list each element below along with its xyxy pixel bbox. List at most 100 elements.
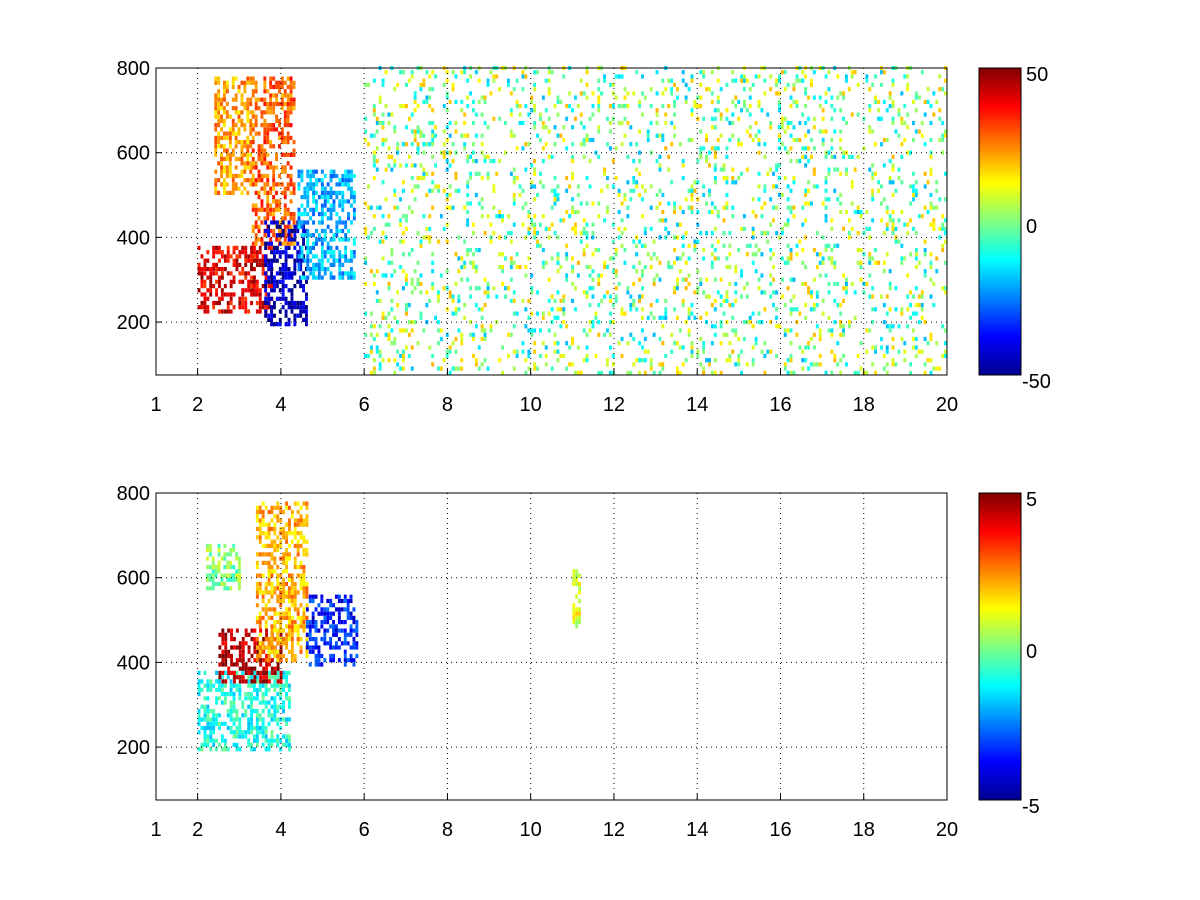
heatmap-cell — [725, 290, 729, 295]
heatmap-cell — [492, 116, 496, 121]
heatmap-cell — [466, 154, 470, 159]
heatmap-cell — [344, 245, 348, 250]
heatmap-cell — [880, 345, 883, 350]
heatmap-cell — [223, 106, 226, 111]
heatmap-cell — [232, 565, 236, 570]
heatmap-cell — [231, 182, 235, 187]
heatmap-cell — [214, 110, 218, 115]
heatmap-cell — [305, 637, 309, 642]
heatmap-cell — [681, 209, 685, 215]
heatmap-cell — [664, 307, 668, 312]
heatmap-cell — [839, 171, 843, 176]
heatmap-cell — [944, 349, 947, 354]
heatmap-cell — [338, 216, 342, 221]
heatmap-cell — [708, 362, 711, 367]
heatmap-cell — [396, 146, 400, 151]
heatmap-cell — [230, 670, 233, 675]
heatmap-cell — [267, 275, 271, 280]
heatmap-cell — [885, 294, 889, 299]
heatmap-cell — [705, 133, 708, 138]
heatmap-cell — [390, 341, 394, 346]
heatmap-cell — [859, 341, 863, 346]
heatmap-cell — [818, 252, 822, 257]
heatmap-cell — [699, 70, 703, 75]
heatmap-cell — [266, 110, 270, 115]
heatmap-cell — [305, 305, 308, 310]
heatmap-cell — [335, 607, 338, 612]
heatmap-cell — [249, 178, 253, 183]
heatmap-cell — [267, 615, 271, 620]
heatmap-cell — [272, 84, 276, 90]
heatmap-cell — [731, 133, 735, 138]
heatmap-cell — [241, 653, 245, 659]
heatmap-cell — [407, 303, 411, 308]
heatmap-cell — [582, 125, 586, 130]
heatmap-cell — [778, 192, 781, 198]
heatmap-cell — [290, 296, 294, 301]
heatmap-cell — [457, 269, 461, 274]
heatmap-cell — [234, 93, 238, 98]
heatmap-cell — [275, 245, 279, 250]
heatmap-cell — [737, 358, 741, 363]
heatmap-cell — [664, 298, 668, 303]
heatmap-cell — [614, 269, 618, 274]
heatmap-cell — [693, 315, 697, 320]
bottom-colorbar: 5 0 -5 — [978, 489, 1040, 818]
heatmap-cell — [868, 167, 872, 172]
heatmap-cell — [795, 104, 799, 109]
heatmap-cell — [258, 509, 262, 515]
heatmap-cell — [270, 565, 274, 570]
heatmap-cell — [431, 269, 435, 274]
heatmap-cell — [247, 258, 251, 263]
heatmap-cell — [944, 341, 947, 346]
heatmap-cell — [264, 683, 268, 688]
heatmap-cell — [539, 112, 542, 117]
heatmap-cell — [387, 112, 391, 117]
heatmap-cell — [272, 173, 276, 179]
heatmap-cell — [264, 704, 268, 709]
heatmap-cell — [527, 353, 531, 358]
heatmap-cell — [285, 581, 288, 587]
bottom-plot-frame — [155, 492, 948, 801]
heatmap-cell — [296, 518, 300, 523]
heatmap-cell — [255, 279, 259, 284]
heatmap-cell — [798, 239, 802, 244]
heatmap-cell — [676, 286, 679, 291]
heatmap-cell — [483, 336, 487, 342]
heatmap-cell — [243, 84, 247, 90]
heatmap-cell — [257, 228, 261, 234]
heatmap-cell — [241, 713, 245, 718]
heatmap-cell — [375, 146, 379, 151]
heatmap-cell — [225, 80, 229, 85]
heatmap-cell — [226, 692, 230, 697]
heatmap-cell — [247, 670, 251, 675]
heatmap-cell — [775, 78, 778, 83]
heatmap-cell — [804, 201, 808, 206]
heatmap-cell — [226, 271, 230, 276]
heatmap-cell — [818, 104, 822, 109]
heatmap-cell — [287, 254, 291, 259]
heatmap-cell — [856, 231, 860, 236]
heatmap-cell — [445, 95, 449, 100]
heatmap-cell — [282, 509, 285, 515]
heatmap-cell — [263, 127, 267, 132]
heatmap-cell — [308, 632, 312, 637]
heatmap-cell — [283, 123, 287, 128]
heatmap-cell — [474, 269, 478, 274]
heatmap-cell — [684, 358, 688, 363]
heatmap-cell — [402, 286, 405, 291]
heatmap-cell — [241, 679, 245, 684]
heatmap-cell — [220, 101, 223, 107]
heatmap-cell — [217, 565, 221, 570]
heatmap-cell — [559, 264, 563, 270]
heatmap-cell — [243, 106, 247, 111]
heatmap-cell — [416, 231, 420, 236]
heatmap-cell — [270, 717, 274, 722]
heatmap-cell — [267, 262, 271, 267]
heatmap-cell — [296, 548, 300, 553]
heatmap-cell — [413, 108, 417, 113]
heatmap-cell — [267, 535, 271, 540]
heatmap-cell — [419, 315, 423, 320]
heatmap-cell — [629, 332, 633, 337]
heatmap-cell — [786, 150, 790, 155]
